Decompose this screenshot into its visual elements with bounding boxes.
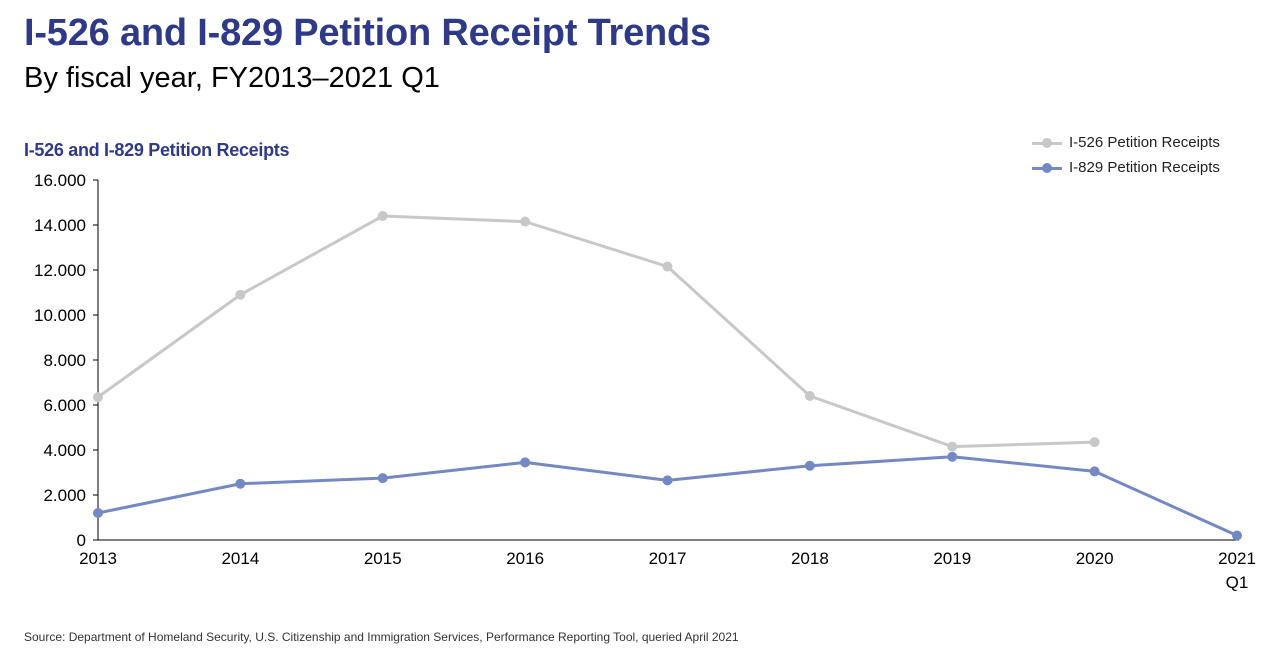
data-point — [804, 391, 815, 401]
series-line — [97, 455, 1238, 537]
y-tick-label: 4.000 — [43, 441, 86, 460]
data-point — [377, 211, 388, 221]
y-axis-title: I-526 and I-829 Petition Receipts — [24, 140, 290, 160]
x-tick-label: 2013 — [79, 549, 117, 568]
data-point — [1089, 437, 1100, 448]
data-point — [1089, 466, 1100, 477]
y-tick-label: 12.000 — [34, 261, 86, 280]
y-tick-label: 16.000 — [34, 171, 86, 190]
legend-swatch-i526 — [1032, 137, 1062, 149]
data-point — [377, 473, 388, 484]
x-tick-label: 2020 — [1076, 549, 1114, 568]
data-point — [93, 392, 103, 403]
series-line — [97, 214, 1095, 449]
data-point — [947, 451, 958, 462]
y-tick-label: 6.000 — [43, 396, 86, 415]
data-point — [520, 216, 531, 227]
legend: I-526 Petition Receipts I-829 Petition R… — [1032, 130, 1220, 180]
x-tick-label: 2014 — [221, 549, 259, 568]
y-tick-label: 14.000 — [34, 216, 86, 235]
x-tick-label: 2017 — [649, 549, 687, 568]
data-point — [947, 441, 958, 452]
chart-subtitle: By fiscal year, FY2013–2021 Q1 — [24, 62, 440, 94]
source-note: Source: Department of Homeland Security,… — [24, 630, 739, 644]
y-tick-label: 8.000 — [43, 351, 86, 370]
series-i829 — [93, 451, 1242, 541]
legend-swatch-i829 — [1032, 162, 1062, 174]
x-tick-label: Q1 — [1226, 573, 1249, 592]
series-layer — [93, 211, 1242, 541]
data-point — [804, 460, 815, 471]
data-point — [1232, 530, 1242, 541]
x-tick-label: 2015 — [364, 549, 402, 568]
x-tick-label: 2016 — [506, 549, 544, 568]
data-point — [662, 261, 673, 272]
x-tick-label: 2018 — [791, 549, 829, 568]
series-i526 — [93, 211, 1100, 452]
data-point — [93, 508, 103, 518]
y-tick-label: 10.000 — [34, 306, 86, 325]
y-tick-label: 0 — [77, 531, 86, 550]
legend-label-i526: I-526 Petition Receipts — [1069, 134, 1220, 151]
chart-title: I-526 and I-829 Petition Receipt Trends — [24, 12, 711, 54]
legend-label-i829: I-829 Petition Receipts — [1069, 159, 1220, 176]
y-tick-label: 2.000 — [43, 486, 86, 505]
legend-item-i829: I-829 Petition Receipts — [1032, 155, 1220, 180]
x-tick-label: 2019 — [933, 549, 971, 568]
data-point — [235, 289, 246, 300]
data-point — [235, 478, 246, 489]
data-point — [662, 475, 673, 486]
legend-item-i526: I-526 Petition Receipts — [1032, 130, 1220, 155]
x-tick-label: 2021 — [1218, 549, 1256, 568]
data-point — [520, 457, 531, 468]
axes: 0 2.000 4.000 6.000 8.000 10.000 12.000 14.000 1… — [34, 171, 1256, 592]
